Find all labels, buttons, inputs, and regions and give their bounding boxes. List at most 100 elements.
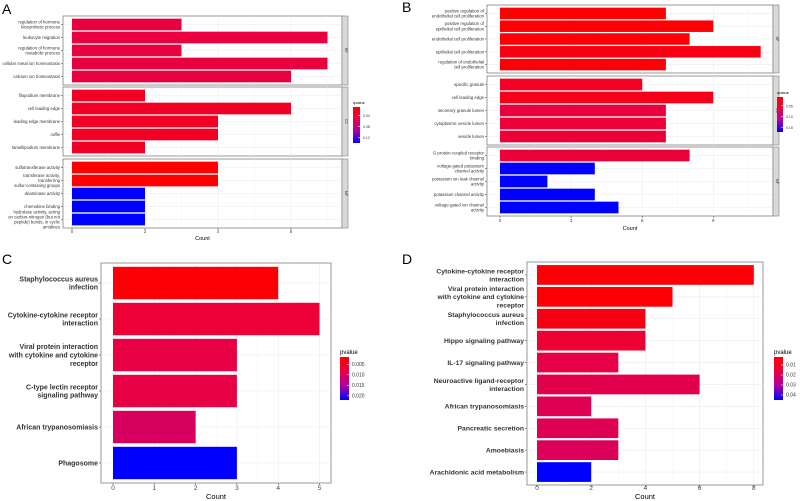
label-line: transferring <box>38 178 60 183</box>
bar <box>500 201 619 214</box>
legend-tick-label: 0.005 <box>352 362 365 368</box>
label-line: Hippo signaling pathway <box>444 338 524 345</box>
legend-title: qvalue <box>353 100 366 105</box>
legend: pvalue 0.01 0.02 0.03 0.04 <box>774 350 796 400</box>
legend-colorbar <box>774 357 783 400</box>
y-tick-label: hydrolase activity, acting on carbon-nitr… <box>8 209 61 229</box>
bar <box>72 44 182 57</box>
label-line: epithelial cell proliferation <box>436 49 485 54</box>
label-line: cellular metal ion homeostasis <box>2 61 60 66</box>
label-line: Staphylococcus aureus <box>448 312 525 319</box>
legend-title: qvalue <box>777 90 790 95</box>
y-tick-label: calcium ion homeostasis <box>13 74 60 79</box>
legend-colorbar <box>777 97 783 132</box>
y-tick-label: Phagosome <box>58 460 98 467</box>
label-line: activity <box>471 182 485 187</box>
facet-strip <box>772 146 780 217</box>
facet-CC: specific granule cell leading edge secreto… <box>434 75 780 146</box>
label-line: G protein-coupled receptor <box>433 150 485 155</box>
legend-tick-label: 0.05 <box>786 104 793 108</box>
bar <box>500 33 690 45</box>
panel-letter: B <box>402 0 411 15</box>
facet-strip-label: BP <box>775 37 779 42</box>
label-line: peptide) bonds, in cyclic <box>14 220 61 225</box>
label-line: African trypanosomiasis <box>16 424 98 431</box>
y-tick-label: vesicle lumen <box>458 134 485 139</box>
legend-title: pvalue <box>340 350 358 356</box>
facet-strip-label: MF <box>344 191 348 196</box>
label-line: potassium channel activity <box>434 192 485 197</box>
legend-tick-label: 0.02 <box>786 373 796 379</box>
x-tick-label: 0 <box>111 485 115 492</box>
facet-BP: regulation of hormone biosynthetic proces… <box>2 15 349 86</box>
label-line: regulation of hormone <box>18 45 60 50</box>
label-line: IL-17 signaling pathway <box>447 360 524 367</box>
x-tick-label: 3 <box>235 485 239 492</box>
x-tick-label: 1 <box>152 485 156 492</box>
legend-tick-label: 0.010 <box>352 372 365 378</box>
label-line: regulation of hormone <box>18 19 60 24</box>
x-tick-label: 3 <box>570 218 573 223</box>
label-line: interaction <box>489 276 524 283</box>
label-line: African trypanosomiasis <box>445 404 525 411</box>
x-tick-label: 9 <box>712 218 715 223</box>
bar <box>537 352 619 373</box>
y-tick-label: deaminase activity <box>25 191 61 196</box>
legend: qvalue 0.04 0.08 0.12 <box>353 100 370 143</box>
bar <box>500 58 666 71</box>
bar <box>500 46 761 58</box>
y-tick-label: IL-17 signaling pathway <box>447 360 524 367</box>
plot-panel <box>100 262 332 484</box>
x-axis-title: Count <box>635 492 656 501</box>
label-line: deaminase activity <box>25 191 61 196</box>
label-line: endothelial cell proliferation <box>432 37 485 42</box>
label-line: Neuroactive ligand-receptor <box>434 378 525 385</box>
legend-tick-label: 0.020 <box>352 393 365 399</box>
bar <box>500 20 714 32</box>
label-line: potassium ion leak channel <box>432 176 484 181</box>
y-tick-label: Pancreatic secretion <box>458 426 525 433</box>
bar <box>537 330 646 351</box>
y-tick-label: Cytokine-cytokine receptor interaction <box>436 268 524 283</box>
facet-strip-label: BP <box>344 48 348 53</box>
label-line: cell leading edge <box>452 95 485 100</box>
label-line: biosynthetic process <box>21 25 60 30</box>
bar <box>500 175 548 188</box>
facet-MF: G protein-coupled receptor binding voltage… <box>432 146 780 217</box>
label-line: Staphylococcus aureus <box>19 276 98 283</box>
x-tick-label: 0 <box>71 229 74 234</box>
y-tick-label: cytoplasmic vesicle lumen <box>434 121 484 126</box>
bar <box>537 440 619 461</box>
y-tick-label: regulation of endothelial cell proliferat… <box>438 60 484 70</box>
x-tick-label: 0 <box>535 485 539 492</box>
panel-letter: D <box>402 251 412 267</box>
label-line: cell leading edge <box>28 106 61 111</box>
y-tick-label: Viral protein interaction with cytokine a… <box>437 286 525 309</box>
label-line: C-type lectin receptor <box>26 384 98 391</box>
y-tick-label: potassium ion leak channel activity <box>432 176 485 186</box>
label-line: epithelial cell proliferation <box>436 26 485 31</box>
y-tick-label: regulation of hormone metabolic process <box>18 45 60 55</box>
facet-BP: positive regulation of endothelial cell p… <box>432 4 780 74</box>
facet-strip-label: CC <box>344 119 348 125</box>
y-tick-label: secretory granule lumen <box>438 108 485 113</box>
bar <box>72 213 145 226</box>
panel-C: C Staphylococcus aureus infection Cytokine-… <box>2 251 365 501</box>
facet-CC: filopodium membrane cell leading edge lead… <box>12 86 349 157</box>
legend: pvalue 0.005 0.010 0.015 0.020 <box>340 350 365 400</box>
y-tick-label: voltage-gated potassium channel activity <box>437 163 485 173</box>
label-line: metabolic process <box>25 51 60 56</box>
legend-tick-label: 0.04 <box>786 393 796 399</box>
x-tick-label: 0 <box>499 218 502 223</box>
y-tick-label: leukocyte migration <box>23 35 61 40</box>
bar <box>537 374 700 395</box>
y-tick-label: lamellipodium membrane <box>12 145 61 150</box>
y-tick-label: Viral protein interaction with cytokine a… <box>8 344 98 368</box>
bar <box>72 200 145 213</box>
bar <box>537 308 646 329</box>
label-line: infection <box>496 320 524 327</box>
bar <box>72 89 145 102</box>
facet-main: Staphylococcus aureus infection Cytokine-c… <box>8 262 332 484</box>
